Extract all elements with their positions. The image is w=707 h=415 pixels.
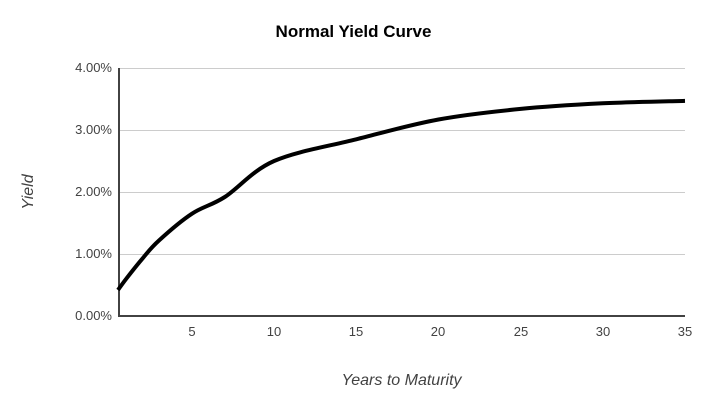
x-tick-label: 5 [188,324,196,339]
chart-title: Normal Yield Curve [275,22,432,41]
x-tick-label: 15 [348,324,364,339]
y-tick-label: 4.00% [75,60,112,75]
gridline-2pct [118,192,685,193]
gridline-1pct [118,254,685,255]
x-tick-label: 25 [513,324,529,339]
y-axis-line [118,68,120,316]
y-tick-label: 0.00% [75,308,112,323]
gridline-4pct [118,68,685,69]
x-tick-label: 35 [677,324,693,339]
y-tick-label: 1.00% [75,246,112,261]
y-tick-label: 2.00% [75,184,112,199]
y-tick-label: 3.00% [75,122,112,137]
gridline-3pct [118,130,685,131]
x-tick-label: 10 [266,324,282,339]
x-axis-title: Years to Maturity [341,372,462,389]
x-tick-label: 30 [595,324,611,339]
x-tick-label: 20 [430,324,446,339]
yield-curve-line [116,98,686,292]
x-axis-line [118,315,685,317]
